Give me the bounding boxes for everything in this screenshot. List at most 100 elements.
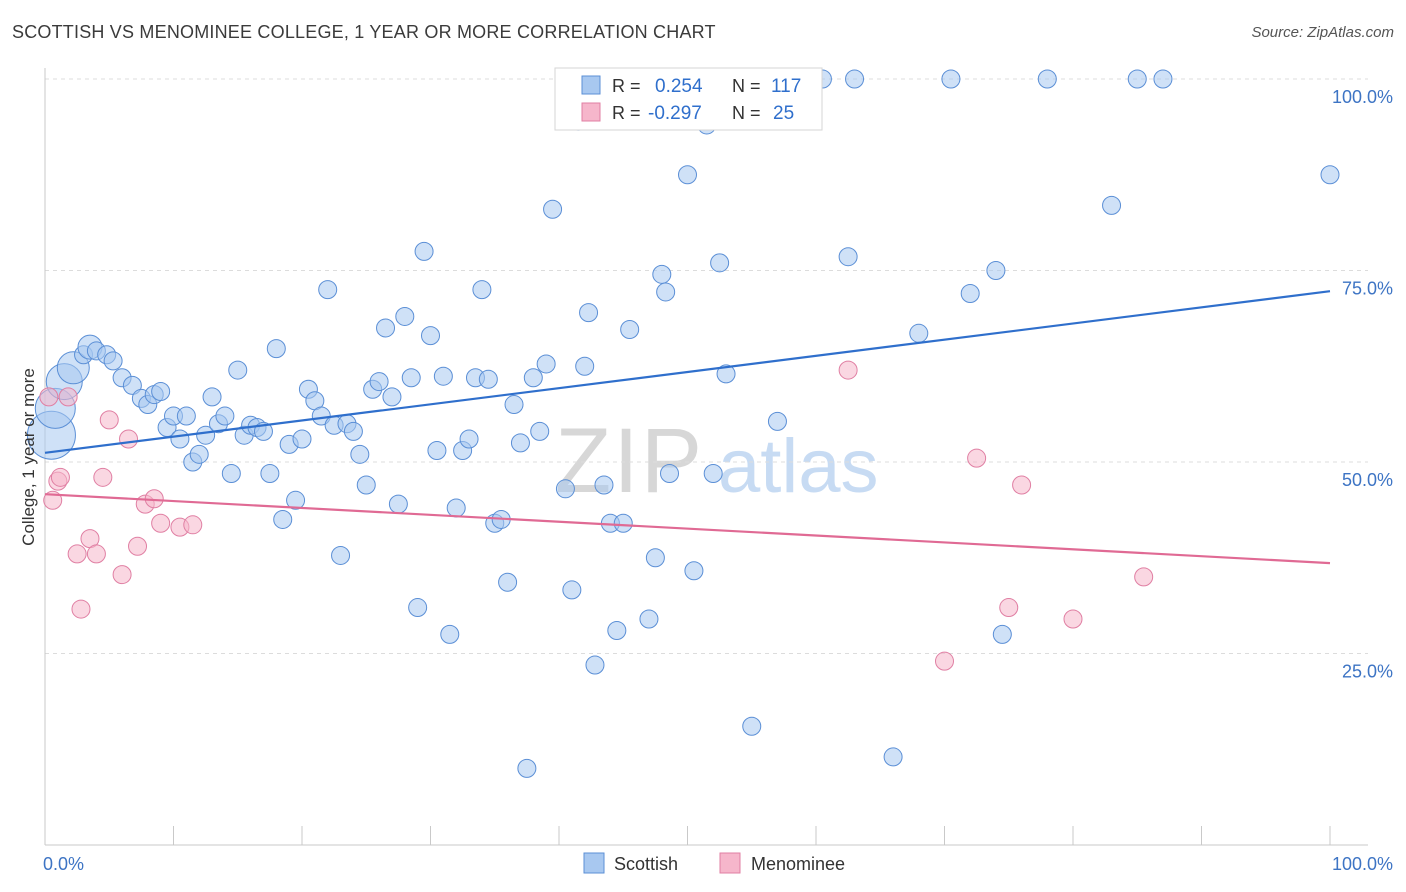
menominee-point-9 bbox=[93, 467, 113, 487]
menominee-point-10 bbox=[99, 410, 119, 430]
scottish-point-32 bbox=[266, 339, 286, 359]
scottish-point-22 bbox=[202, 387, 222, 407]
source-label: Source: ZipAtlas.com bbox=[1251, 24, 1394, 41]
scottish-point-64 bbox=[472, 280, 492, 300]
series-legend: Scottish Menominee bbox=[583, 852, 845, 874]
scottish-point-17 bbox=[170, 429, 190, 449]
menominee-points bbox=[39, 360, 1154, 671]
legend-n-value-menominee: 25 bbox=[773, 103, 794, 124]
scottish-point-73 bbox=[530, 421, 550, 441]
y-tick-label-50: 50.0% bbox=[1342, 470, 1393, 490]
scottish-point-91 bbox=[660, 463, 680, 483]
scottish-point-111 bbox=[1102, 195, 1122, 215]
menominee-point-25 bbox=[1134, 567, 1154, 587]
trend-lines bbox=[44, 290, 1331, 565]
legend-r-label-menominee: R = bbox=[612, 103, 641, 123]
scottish-point-99 bbox=[767, 411, 787, 431]
scottish-point-104 bbox=[883, 747, 903, 767]
watermark-zip: ZIP bbox=[555, 410, 704, 512]
menominee-point-24 bbox=[1063, 609, 1083, 629]
scottish-point-114 bbox=[1320, 165, 1340, 185]
scottish-point-82 bbox=[594, 475, 614, 495]
scottish-point-57 bbox=[427, 441, 447, 461]
scottish-point-62 bbox=[459, 429, 479, 449]
y-axis-label: College, 1 year or more bbox=[19, 368, 38, 546]
watermark-atlas: atlas bbox=[718, 424, 879, 509]
scottish-point-79 bbox=[575, 356, 595, 376]
scottish-point-20 bbox=[189, 444, 209, 464]
scottish-point-45 bbox=[350, 444, 370, 464]
scottish-point-52 bbox=[395, 306, 415, 326]
chart-title: SCOTTISH VS MENOMINEE COLLEGE, 1 YEAR OR… bbox=[12, 22, 716, 42]
menominee-point-5 bbox=[67, 544, 87, 564]
scottish-point-59 bbox=[440, 624, 460, 644]
menominee-point-11 bbox=[112, 565, 132, 585]
scottish-point-26 bbox=[228, 360, 248, 380]
menominee-point-3 bbox=[50, 467, 70, 487]
scottish-point-65 bbox=[478, 369, 498, 389]
legend-r-value-scottish: 0.254 bbox=[655, 76, 703, 97]
menominee-point-19 bbox=[838, 360, 858, 380]
series-legend-label-menominee: Menominee bbox=[751, 854, 845, 874]
scottish-point-40 bbox=[318, 280, 338, 300]
scottish-point-54 bbox=[408, 598, 428, 618]
series-legend-swatch-scottish bbox=[583, 852, 605, 874]
menominee-point-22 bbox=[999, 598, 1019, 618]
scottish-point-74 bbox=[536, 354, 556, 374]
scottish-point-97 bbox=[716, 364, 736, 384]
scottish-point-95 bbox=[703, 463, 723, 483]
scottish-point-25 bbox=[221, 463, 241, 483]
scottish-point-106 bbox=[941, 69, 961, 89]
scottish-point-8 bbox=[103, 351, 123, 371]
scottish-point-33 bbox=[273, 509, 293, 529]
scottish-point-89 bbox=[652, 264, 672, 284]
scottish-point-80 bbox=[579, 303, 599, 323]
scottish-point-56 bbox=[421, 326, 440, 346]
menominee-point-18 bbox=[183, 515, 203, 535]
menominee-point-23 bbox=[1012, 475, 1032, 495]
scottish-point-76 bbox=[555, 479, 575, 499]
scottish-point-72 bbox=[523, 368, 543, 388]
scottish-point-70 bbox=[510, 433, 530, 453]
scottish-point-48 bbox=[369, 372, 389, 392]
scottish-point-102 bbox=[838, 247, 858, 267]
scottish-point-96 bbox=[710, 253, 730, 273]
series-legend-swatch-menominee bbox=[719, 852, 741, 874]
menominee-point-12 bbox=[119, 429, 139, 449]
x-tick-label-min: 0.0% bbox=[43, 854, 84, 874]
scottish-point-86 bbox=[620, 319, 640, 339]
scottish-point-81 bbox=[585, 655, 605, 675]
y-tick-labels: 25.0% 50.0% 75.0% 100.0% bbox=[1332, 87, 1393, 682]
scottish-point-42 bbox=[331, 545, 351, 565]
scottish-point-68 bbox=[498, 572, 518, 592]
scottish-point-85 bbox=[613, 513, 633, 533]
scottish-point-14 bbox=[151, 382, 171, 402]
scottish-point-21 bbox=[196, 425, 216, 445]
scottish-point-49 bbox=[376, 318, 396, 338]
legend-swatch-scottish bbox=[581, 75, 601, 95]
menominee-point-0 bbox=[39, 387, 59, 407]
axes bbox=[44, 68, 1368, 846]
menominee-point-6 bbox=[71, 599, 91, 619]
y-tick-label-25: 25.0% bbox=[1342, 662, 1393, 682]
scottish-point-113 bbox=[1153, 69, 1173, 89]
legend-r-label-scottish: R = bbox=[612, 76, 641, 96]
y-tick-label-100: 100.0% bbox=[1332, 87, 1393, 107]
scottish-point-58 bbox=[433, 366, 453, 386]
legend-r-value-menominee: -0.297 bbox=[648, 103, 702, 124]
scottish-point-18 bbox=[176, 406, 196, 426]
scottish-point-60 bbox=[446, 498, 466, 518]
scottish-point-105 bbox=[909, 323, 929, 343]
scottish-point-69 bbox=[504, 395, 524, 415]
scottish-trend-line bbox=[44, 290, 1331, 454]
stats-legend: R = 0.254 N = 117 R = -0.297 N = 25 bbox=[554, 67, 823, 131]
scottish-point-24 bbox=[215, 406, 235, 426]
scottish-point-77 bbox=[562, 580, 582, 600]
scottish-point-87 bbox=[639, 609, 659, 629]
legend-n-label-menominee: N = bbox=[732, 103, 761, 123]
scottish-point-93 bbox=[684, 561, 704, 581]
scottish-point-92 bbox=[678, 165, 697, 185]
x-tick-label-max: 100.0% bbox=[1332, 854, 1393, 874]
menominee-point-21 bbox=[967, 448, 987, 468]
